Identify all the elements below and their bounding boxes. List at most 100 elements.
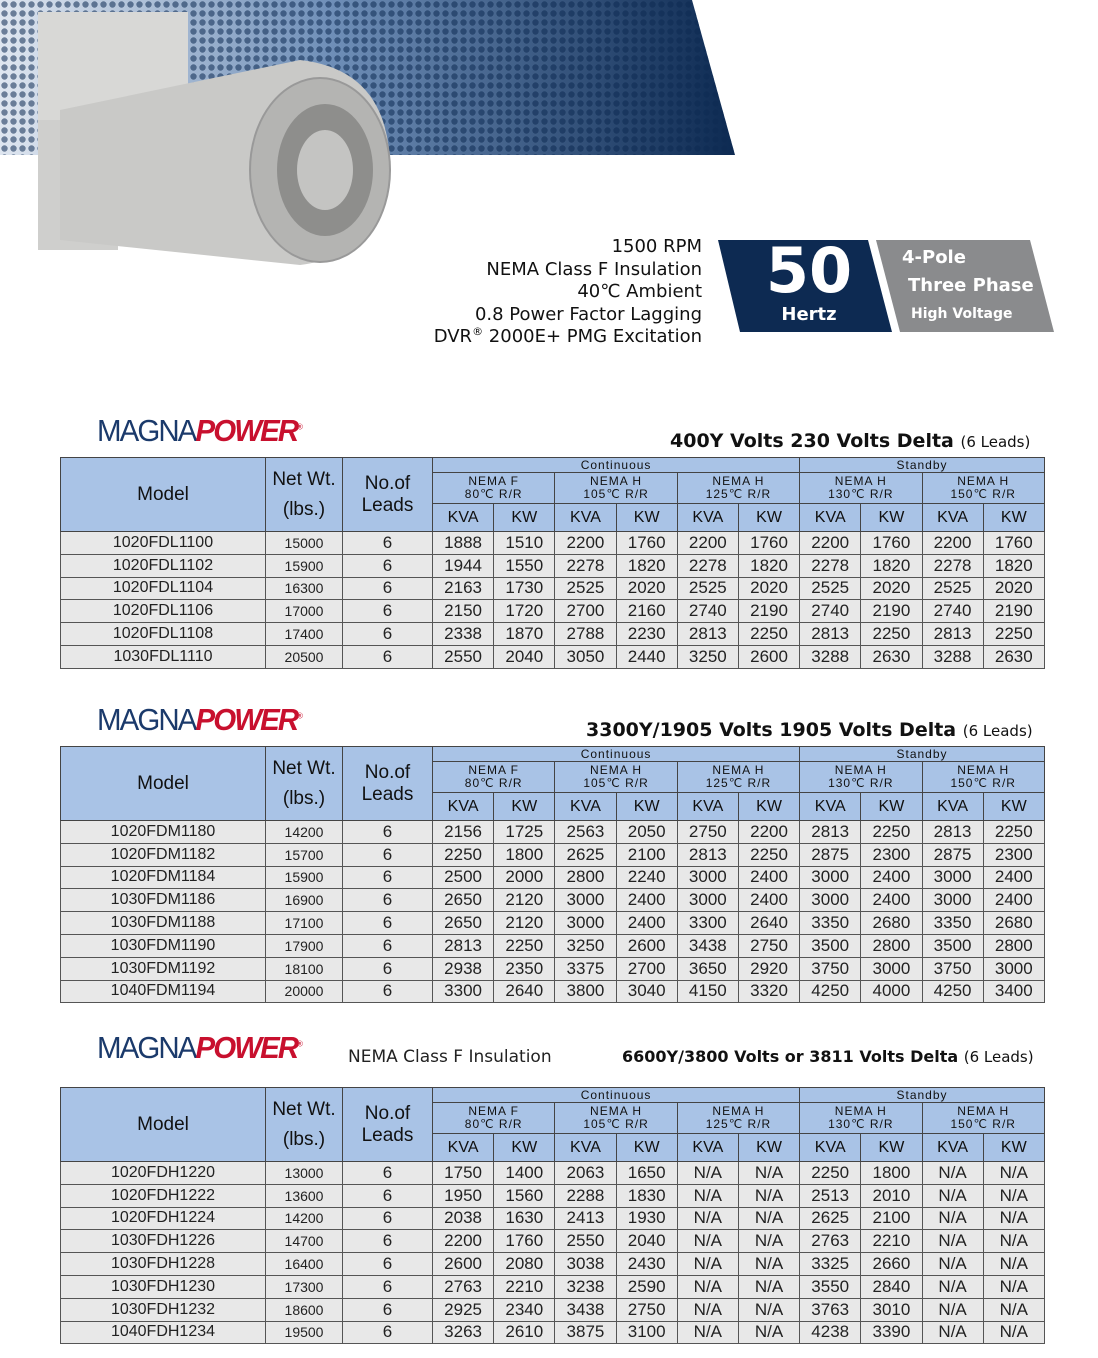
kva-cell: 2163 — [431, 576, 495, 601]
kva-cell: 2925 — [431, 1297, 495, 1322]
table-row: 1030FDM1192 18100 6 2938 2350 3375 2700 3650 292… — [60, 956, 1045, 981]
kva-cell: 3000 — [554, 911, 617, 935]
kva-cell: 3325 — [799, 1252, 862, 1276]
kva-cell: 2200 — [554, 531, 617, 555]
kva-cell: N/A — [676, 1252, 739, 1276]
lbs-label: (lbs.) — [282, 498, 326, 520]
kw-cell: N/A — [982, 1297, 1045, 1322]
spec-excitation: DVR® 2000E+ PMG Excitation — [434, 326, 702, 349]
leads-note: (6 Leads) — [963, 1048, 1034, 1066]
table-row: 1020FDM1180 14200 6 2156 1725 2563 2050 2750 220… — [60, 820, 1045, 844]
kw-cell: 2400 — [737, 865, 801, 890]
kva-cell: 2278 — [921, 553, 984, 578]
kva-cell: 4238 — [799, 1320, 862, 1345]
kw-cell: N/A — [737, 1252, 801, 1276]
frequency-unit: Hertz — [781, 304, 837, 325]
continuous-header: Continuous — [431, 746, 801, 762]
kva-header: KVA — [676, 503, 739, 532]
logo-reg: ® — [297, 422, 303, 432]
kw-cell: 2190 — [860, 599, 923, 624]
model-cell: 1030FDH1228 — [60, 1252, 266, 1276]
kw-header: KW — [615, 1133, 678, 1162]
kva-cell: 2813 — [799, 622, 862, 646]
kva-cell: N/A — [676, 1297, 739, 1322]
kw-cell: 2600 — [615, 933, 678, 958]
kw-cell: 1630 — [493, 1206, 556, 1231]
rating-temp: 150℃ R/R — [950, 776, 1016, 790]
kw-cell: 3390 — [860, 1320, 923, 1345]
spec-insulation: NEMA Class F Insulation — [486, 258, 702, 280]
kva-cell: 3250 — [554, 933, 617, 958]
table-row: 1020FDL1108 17400 6 2338 1870 2788 2230 2813 225… — [60, 622, 1045, 646]
kw-cell: 2250 — [982, 622, 1045, 646]
kva-cell: 3288 — [799, 644, 862, 669]
kva-cell: 2563 — [554, 820, 617, 844]
kw-header: KW — [737, 1133, 801, 1162]
kva-cell: 2813 — [431, 933, 495, 958]
weight-cell: 18600 — [265, 1297, 343, 1322]
weight-cell: 17900 — [265, 933, 343, 958]
kva-cell: 2200 — [921, 531, 984, 555]
model-cell: 1030FDL1110 — [60, 644, 266, 669]
table-row: 1020FDL1102 15900 6 1944 1550 2278 1820 2278 182… — [60, 553, 1045, 578]
kw-cell: 1870 — [493, 622, 556, 646]
kw-cell: 2400 — [982, 865, 1045, 890]
weight-cell: 14200 — [265, 820, 343, 844]
leads-cell: 6 — [342, 1297, 433, 1322]
kw-cell: 2680 — [982, 911, 1045, 935]
rating-header: NEMA H 125℃ R/R — [676, 472, 801, 504]
kw-cell: 2210 — [860, 1229, 923, 1254]
table-row: 1030FDM1188 17100 6 2650 2120 3000 2400 3300 264… — [60, 911, 1045, 935]
kva-header: KVA — [431, 792, 495, 821]
kw-cell: 2920 — [737, 956, 801, 981]
rating-class: NEMA H — [712, 474, 765, 488]
kw-cell: 2350 — [493, 956, 556, 981]
leads-cell: 6 — [342, 1206, 433, 1231]
rating-class: NEMA H — [712, 763, 765, 777]
kva-cell: 3550 — [799, 1274, 862, 1299]
model-cell: 1030FDH1230 — [60, 1274, 266, 1299]
leads-header: No.of Leads — [342, 457, 433, 532]
model-cell: 1020FDH1220 — [60, 1161, 266, 1185]
kw-cell: 2630 — [982, 644, 1045, 669]
rating-temp: 105℃ R/R — [583, 776, 649, 790]
kva-cell: 2875 — [921, 842, 984, 867]
kva-cell: 2288 — [554, 1183, 617, 1208]
rating-class: NEMA H — [957, 763, 1010, 777]
kw-cell: 2050 — [615, 820, 678, 844]
kva-cell: 1888 — [431, 531, 495, 555]
kw-header: KW — [982, 503, 1045, 532]
net-wt-label: Net Wt. — [272, 1098, 336, 1120]
kw-cell: 2590 — [615, 1274, 678, 1299]
kw-cell: 2120 — [493, 911, 556, 935]
kva-cell: 2063 — [554, 1161, 617, 1185]
kva-cell: 2413 — [554, 1206, 617, 1231]
kva-cell: 2525 — [921, 576, 984, 601]
kva-cell: 2740 — [921, 599, 984, 624]
kva-cell: 3350 — [921, 911, 984, 935]
leads-cell: 6 — [342, 531, 433, 555]
kva-cell: 1944 — [431, 553, 495, 578]
kva-cell: 2278 — [554, 553, 617, 578]
pole-label: 4-Pole — [902, 247, 966, 268]
kw-cell: 2400 — [737, 888, 801, 913]
kw-cell: 2750 — [615, 1297, 678, 1322]
model-cell: 1040FDH1234 — [60, 1320, 266, 1345]
kw-cell: 2400 — [615, 888, 678, 913]
spec-power-factor: 0.8 Power Factor Lagging — [474, 303, 702, 325]
kva-cell: 3000 — [921, 888, 984, 913]
kva-cell: 4150 — [676, 979, 739, 1004]
rating-header: NEMA H 130℃ R/R — [799, 761, 923, 793]
kw-cell: 1760 — [860, 531, 923, 555]
kva-cell: 2763 — [431, 1274, 495, 1299]
rating-header: NEMA F 80℃ R/R — [431, 761, 556, 793]
kva-header: KVA — [431, 503, 495, 532]
leads-cell: 6 — [342, 888, 433, 913]
kw-cell: 2800 — [982, 933, 1045, 958]
table-row: 1040FDH1234 19500 6 3263 2610 3875 3100 N/A N/A 4… — [60, 1320, 1045, 1345]
model-cell: 1040FDM1194 — [60, 979, 266, 1004]
kw-cell: 1400 — [493, 1161, 556, 1185]
leads-cell: 6 — [342, 865, 433, 890]
kw-header: KW — [615, 792, 678, 821]
leads-cell: 6 — [342, 553, 433, 578]
